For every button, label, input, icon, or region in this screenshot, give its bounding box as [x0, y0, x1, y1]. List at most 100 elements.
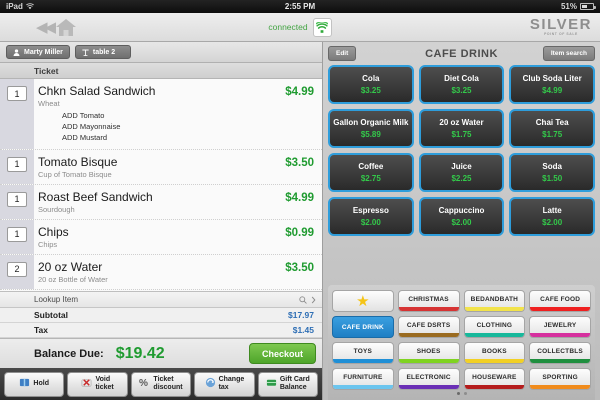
category-button[interactable]: SHOES — [397, 342, 460, 364]
item-name: Chips — [38, 224, 69, 239]
quantity-stepper[interactable]: 2 — [7, 261, 27, 277]
category-button[interactable]: ELECTRONIC — [397, 368, 460, 390]
quantity-stepper[interactable]: 1 — [7, 156, 27, 172]
quantity-cell[interactable]: 1 — [0, 184, 34, 219]
back-chevrons-icon[interactable]: ◀◀ — [36, 19, 56, 36]
quantity-cell[interactable]: 2 — [0, 254, 34, 289]
category-button[interactable]: JEWELRY — [529, 316, 591, 338]
product-tile[interactable]: Coffee $2.75 — [328, 153, 414, 192]
quantity-cell[interactable]: 1 — [0, 149, 34, 184]
quantity-stepper[interactable]: 1 — [7, 226, 27, 242]
product-tile[interactable]: Gallon Organic Milk $5.89 — [328, 109, 414, 148]
category-button[interactable]: CHRISTMAS — [397, 290, 460, 312]
category-favorites[interactable]: ★ — [332, 290, 394, 312]
category-label: SPORTING — [542, 374, 578, 381]
percent-button[interactable]: % Ticket discount — [130, 371, 192, 397]
table-row[interactable]: 2 20 oz Water $3.50 20 oz Bottle of Water — [0, 254, 322, 290]
quantity-cell[interactable]: 1 — [0, 219, 34, 254]
category-button[interactable]: CAFE FOOD — [529, 290, 591, 312]
category-button[interactable]: FURNITURE — [332, 368, 394, 390]
category-label: CLOTHING — [476, 322, 513, 329]
category-stripe — [464, 359, 525, 363]
product-tile[interactable]: Latte $2.00 — [509, 197, 595, 236]
home-icon[interactable] — [55, 18, 77, 37]
table-row[interactable]: 1 Chips $0.99 Chips — [0, 219, 322, 255]
category-button[interactable]: COLLECTBLS — [529, 342, 591, 364]
table-row[interactable]: 1 Tomato Bisque $3.50 Cup of Tomato Bisque — [0, 149, 322, 185]
page-dot[interactable] — [456, 392, 460, 395]
table-row[interactable]: 1 Chkn Salad Sandwich $4.99 Wheat ADD Tomato… — [0, 79, 322, 150]
category-button[interactable]: CAFE DSRTS — [397, 316, 460, 338]
item-modifier: ADD Mustard — [62, 132, 108, 142]
quantity-stepper[interactable]: 1 — [7, 191, 27, 207]
category-button[interactable]: SPORTING — [529, 368, 591, 390]
toolbar-button-label: Gift Card Balance — [279, 375, 310, 391]
lookup-item-row[interactable]: Lookup Item — [0, 291, 322, 308]
person-icon — [13, 48, 20, 56]
page-dot[interactable] — [463, 392, 467, 395]
checkout-button[interactable]: Checkout — [248, 343, 316, 364]
item-main-line: 20 oz Water $3.50 — [38, 260, 314, 274]
item-main-line: Tomato Bisque $3.50 — [38, 155, 314, 169]
product-name: Club Soda Liter — [522, 74, 582, 84]
hold-button[interactable]: Hold — [4, 371, 65, 397]
category-button[interactable]: BOOKS — [463, 342, 526, 364]
category-button[interactable]: CAFE DRINK — [332, 316, 394, 338]
table-chip[interactable]: table 2 — [74, 45, 131, 59]
category-button[interactable]: HOUSEWARE — [463, 368, 526, 390]
category-button[interactable]: TOYS — [332, 342, 394, 364]
category-stripe — [333, 385, 393, 389]
category-label: FURNITURE — [343, 374, 383, 381]
product-tile[interactable]: Chai Tea $1.75 — [509, 109, 595, 148]
ticket-panel: Marty Miller table 2 Ticket 1 Chkn Salad … — [0, 42, 322, 400]
category-grid: ★ CHRISTMAS BEDANDBATH CAFE FOOD CAFE DRINK C… — [328, 285, 595, 392]
search-icon[interactable] — [299, 295, 307, 304]
product-tile[interactable]: 20 oz Water $1.75 — [418, 109, 505, 148]
wifi-status-button[interactable] — [312, 17, 332, 37]
balance-due-label: Balance Due: — [34, 347, 104, 360]
product-tile[interactable]: Soda $1.50 — [509, 153, 595, 192]
chevron-right-icon[interactable] — [311, 296, 316, 304]
product-tile[interactable]: Cola $3.25 — [328, 65, 414, 104]
quantity-cell[interactable]: 1 — [0, 79, 34, 149]
item-body: 20 oz Water $3.50 20 oz Bottle of Water — [34, 255, 322, 289]
product-price: $1.50 — [542, 173, 563, 183]
gift-card-button[interactable]: Gift Card Balance — [257, 371, 319, 397]
category-label: JEWELRY — [543, 322, 577, 329]
category-label: ELECTRONIC — [406, 374, 451, 381]
product-tile[interactable]: Cappuccino $2.00 — [418, 197, 505, 236]
product-tile[interactable]: Club Soda Liter $4.99 — [509, 65, 595, 104]
product-tile[interactable]: Diet Cola $3.25 — [418, 65, 505, 104]
svg-text:%: % — [139, 378, 148, 388]
logo-tagline: POINT OF SALE — [544, 32, 578, 37]
product-tile[interactable]: Espresso $2.00 — [328, 197, 414, 236]
customer-chip[interactable]: Marty Miller — [6, 45, 70, 59]
category-button[interactable]: CLOTHING — [463, 316, 526, 338]
toolbar-button-label: Ticket discount — [153, 375, 183, 391]
ticket-item-list[interactable]: 1 Chkn Salad Sandwich $4.99 Wheat ADD Tomato… — [0, 79, 322, 291]
void-button[interactable]: Void ticket — [67, 371, 128, 397]
home-button[interactable]: ◀◀ — [36, 18, 77, 37]
tax-value: $1.45 — [292, 325, 314, 335]
battery-icon — [580, 3, 596, 10]
product-name: Soda — [542, 162, 562, 172]
category-label: TOYS — [353, 348, 373, 355]
item-name: Tomato Bisque — [38, 154, 118, 169]
product-grid: Cola $3.25 Diet Cola $3.25 Club Soda Liter $4… — [328, 65, 595, 241]
item-body: Roast Beef Sandwich $4.99 Sourdough — [34, 185, 322, 219]
tax-row: Tax $1.45 — [0, 323, 322, 338]
edit-button[interactable]: Edit — [328, 46, 357, 61]
change-tax-button[interactable]: Change tax — [194, 371, 255, 397]
page-indicator[interactable] — [328, 392, 595, 397]
item-body: Chkn Salad Sandwich $4.99 Wheat ADD Tomato A… — [34, 79, 322, 149]
status-left: iPad — [6, 2, 34, 11]
item-description: Sourdough — [38, 204, 75, 214]
quantity-stepper[interactable]: 1 — [7, 86, 27, 101]
subtotal-label: Subtotal — [34, 310, 68, 320]
item-main-line: Chips $0.99 — [38, 225, 314, 239]
table-row[interactable]: 1 Roast Beef Sandwich $4.99 Sourdough — [0, 184, 322, 220]
product-tile[interactable]: Juice $2.25 — [418, 153, 505, 192]
category-button[interactable]: BEDANDBATH — [463, 290, 526, 312]
item-search-button[interactable]: Item search — [542, 46, 595, 61]
item-body: Chips $0.99 Chips — [34, 220, 322, 254]
